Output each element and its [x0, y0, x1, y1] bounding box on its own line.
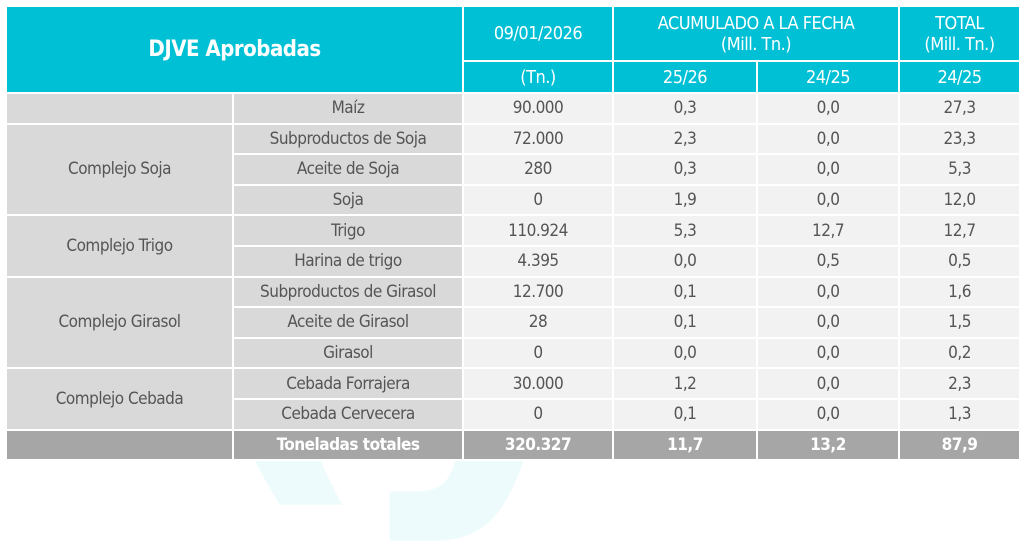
value-b: 0,0 — [756, 122, 901, 156]
product-label: Subproductos de Girasol — [231, 275, 465, 309]
value-tn: 0 — [462, 183, 615, 217]
value-b: 0,5 — [756, 244, 901, 278]
col-total-2425: 24/25 — [898, 60, 1022, 94]
group-label — [5, 92, 234, 125]
total-row: Toneladas totales 320.327 11,7 13,2 87,9 — [5, 428, 1022, 461]
value-t: 27,3 — [898, 92, 1022, 125]
table-title: DJVE Aprobadas — [4, 5, 465, 94]
product-label: Subproductos de Soja — [231, 122, 465, 156]
value-tn: 0 — [462, 397, 615, 431]
value-b: 0,0 — [756, 306, 901, 339]
product-label: Cebada Cervecera — [231, 397, 465, 431]
table-row: Complejo Cebada Cebada Forrajera 30.000 1,2… — [5, 367, 1022, 431]
total-label: Toneladas totales — [231, 428, 465, 461]
value-a: 0,3 — [612, 153, 759, 186]
total-2425: 13,2 — [756, 428, 901, 461]
total-tn: 320.327 — [462, 428, 615, 461]
value-b: 0,0 — [756, 153, 901, 186]
product-label: Trigo — [231, 214, 465, 247]
value-t: 12,7 — [898, 214, 1022, 247]
value-b: 0,0 — [756, 275, 901, 309]
value-tn: 12.700 — [462, 275, 615, 309]
product-label: Girasol — [231, 336, 465, 370]
product-label: Aceite de Girasol — [231, 306, 465, 339]
table-row: Soja 0 1,9 0,0 12,0 — [6, 183, 1022, 217]
group-label: Complejo Cebada — [5, 367, 234, 431]
product-label: Aceite de Soja — [231, 153, 465, 186]
table-row: Complejo Girasol Subproductos de Girasol 1… — [5, 275, 1022, 370]
table-row: Maíz 90.000 0,3 0,0 27,3 — [5, 92, 1022, 125]
value-a: 0,1 — [612, 275, 759, 309]
value-t: 12,0 — [898, 183, 1022, 217]
value-t: 23,3 — [898, 122, 1022, 156]
total-2526: 11,7 — [612, 428, 759, 461]
table-row: Complejo Soja Subproductos de Soja 72.000 2… — [5, 122, 1022, 217]
value-a: 0,1 — [612, 397, 759, 431]
product-label: Maíz — [231, 92, 465, 125]
col-2526: 25/26 — [612, 60, 759, 94]
product-label: Harina de trigo — [231, 244, 465, 278]
value-tn: 72.000 — [462, 122, 615, 156]
value-a: 5,3 — [612, 214, 759, 247]
value-tn: 0 — [462, 336, 615, 370]
value-a: 0,0 — [612, 244, 759, 278]
value-tn: 4.395 — [462, 244, 615, 278]
value-tn: 30.000 — [462, 367, 615, 400]
group-label: Complejo Trigo — [5, 214, 234, 278]
value-b: 12,7 — [756, 214, 901, 247]
value-a: 2,3 — [612, 122, 759, 156]
table-row: Cebada Cervecera 0 0,1 0,0 1,3 — [6, 397, 1022, 431]
table-row: Aceite de Soja 280 0,3 0,0 5,3 — [6, 153, 1022, 186]
product-label: Cebada Forrajera — [231, 367, 465, 400]
date-header: 09/01/2026 — [462, 5, 615, 62]
acum-header: ACUMULADO A LA FECHA (Mill. Tn.) — [612, 5, 901, 62]
value-b: 0,0 — [756, 336, 901, 370]
value-a: 0,1 — [612, 306, 759, 339]
value-tn: 90.000 — [462, 92, 615, 125]
value-t: 5,3 — [898, 153, 1022, 186]
djve-table: DJVE Aprobadas 09/01/2026 ACUMULADO A LA… — [4, 5, 1022, 461]
date-unit: (Tn.) — [462, 60, 615, 94]
value-tn: 280 — [462, 153, 615, 186]
value-tn: 28 — [462, 306, 615, 339]
col-2425: 24/25 — [756, 60, 901, 94]
value-t: 1,3 — [898, 397, 1022, 431]
value-t: 1,6 — [898, 275, 1022, 309]
group-label: Complejo Girasol — [5, 275, 234, 370]
table-row: Girasol 0 0,0 0,0 0,2 — [6, 336, 1022, 370]
table-row: Aceite de Girasol 28 0,1 0,0 1,5 — [6, 306, 1022, 339]
group-label: Complejo Soja — [5, 122, 234, 217]
value-t: 1,5 — [898, 306, 1022, 339]
total-header: TOTAL (Mill. Tn.) — [898, 5, 1022, 62]
value-a: 0,3 — [612, 92, 759, 125]
table-row: Complejo Trigo Trigo 110.924 5,3 12,7 12,7 — [5, 214, 1022, 278]
value-b: 0,0 — [756, 367, 901, 400]
value-b: 0,0 — [756, 397, 901, 431]
value-a: 1,9 — [612, 183, 759, 217]
value-b: 0,0 — [756, 183, 901, 217]
value-t: 2,3 — [898, 367, 1022, 400]
value-a: 1,2 — [612, 367, 759, 400]
product-label: Soja — [231, 183, 465, 217]
value-tn: 110.924 — [462, 214, 615, 247]
table-row: Harina de trigo 4.395 0,0 0,5 0,5 — [6, 244, 1022, 278]
value-t: 0,2 — [898, 336, 1022, 370]
total-all: 87,9 — [898, 428, 1022, 461]
value-b: 0,0 — [756, 92, 901, 125]
value-t: 0,5 — [898, 244, 1022, 278]
value-a: 0,0 — [612, 336, 759, 370]
